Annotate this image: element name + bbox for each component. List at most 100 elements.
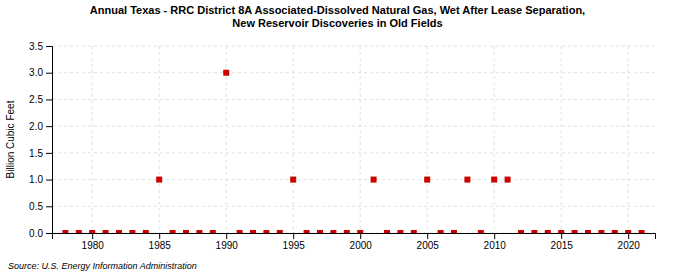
y-axis: 0.0 0.5 1.0 1.5 2.0 2.5 3.0 3.5 [29, 41, 52, 239]
tick-mark [628, 233, 629, 239]
point [290, 177, 296, 183]
point [143, 230, 149, 233]
point [277, 230, 283, 233]
tick-mark [46, 233, 52, 234]
tick-label: 1.5 [29, 148, 43, 159]
tick-mark [46, 73, 52, 74]
tick: 3.0 [29, 67, 52, 78]
point [397, 230, 403, 233]
tick: 1995 [283, 233, 306, 251]
grid [52, 46, 655, 233]
point [237, 230, 243, 233]
point [183, 230, 189, 233]
tick: 2.0 [29, 121, 52, 132]
tick-label: 3.5 [29, 41, 43, 52]
tick-mark [159, 233, 160, 239]
tick: 2010 [484, 233, 507, 251]
y-axis-label: Billion Cubic Feet [5, 100, 16, 178]
tick: 2005 [417, 233, 440, 251]
point [344, 230, 350, 233]
tick-label: 1980 [82, 240, 105, 251]
point [612, 230, 618, 233]
point [304, 230, 310, 233]
grid-line [427, 46, 428, 233]
tick-label: 2005 [417, 240, 440, 251]
point [62, 230, 68, 233]
point [478, 230, 484, 233]
tick-label: 1995 [283, 240, 306, 251]
tick: 2000 [350, 233, 373, 251]
point [89, 230, 95, 233]
tick-mark [293, 233, 294, 239]
tick-mark [46, 180, 52, 181]
point [505, 177, 511, 183]
chart: Annual Texas - RRC District 8A Associate… [0, 0, 675, 275]
point [263, 230, 269, 233]
tick: 3.5 [29, 41, 52, 52]
point [170, 230, 176, 233]
tick: 0.0 [29, 228, 52, 239]
axis-line [46, 47, 53, 234]
tick-mark [46, 46, 52, 47]
tick-label: 2010 [484, 240, 507, 251]
grid-line [628, 46, 629, 233]
point [317, 230, 323, 233]
tick-mark [494, 233, 495, 239]
grid-line [52, 206, 655, 207]
point [196, 230, 202, 233]
point [625, 230, 631, 233]
grid-line [561, 46, 562, 233]
tick: 1985 [149, 233, 172, 251]
point [531, 230, 537, 233]
tick-mark [46, 126, 52, 127]
tick: 0.5 [29, 201, 52, 212]
point [585, 230, 591, 233]
point [156, 177, 162, 183]
source: Source: U.S. Energy Information Administ… [8, 261, 197, 271]
point [411, 230, 417, 233]
point [357, 230, 363, 233]
point [103, 230, 109, 233]
tick-mark [46, 206, 52, 207]
tick-mark [427, 233, 428, 239]
tick: 2.5 [29, 94, 52, 105]
point [598, 230, 604, 233]
grid-line [52, 99, 655, 100]
grid-line [159, 46, 160, 233]
tick-label: 2.5 [29, 94, 43, 105]
grid-line [52, 179, 655, 180]
tick-label: 2015 [551, 240, 574, 251]
tick-mark [561, 233, 562, 239]
point [545, 230, 551, 233]
grid-line [52, 46, 655, 47]
tick-label: 0.5 [29, 201, 43, 212]
tick-label: 2020 [618, 240, 641, 251]
grid-line [293, 46, 294, 233]
tick-label: 1.0 [29, 174, 43, 185]
point [424, 177, 430, 183]
point [451, 230, 457, 233]
grid-line [494, 46, 495, 233]
point [464, 177, 470, 183]
point [518, 230, 524, 233]
tick-label: 2.0 [29, 121, 43, 132]
tick-mark [226, 233, 227, 239]
point [572, 230, 578, 233]
x-axis: 1980 1985 1990 1995 2000 2005 2010 2015 2020 [53, 233, 656, 251]
grid-line [52, 72, 655, 73]
point [491, 177, 497, 183]
tick: 1.0 [29, 174, 52, 185]
point [330, 230, 336, 233]
point [558, 230, 564, 233]
tick-label: 0.0 [29, 228, 43, 239]
grid-line [52, 152, 655, 153]
tick: 2015 [551, 233, 574, 251]
plot-area: 1980198519901995200020052010201520200.00… [29, 41, 655, 251]
tick: 1990 [216, 233, 239, 251]
grid-line [360, 46, 361, 233]
tick-label: 1990 [216, 240, 239, 251]
grid-line [52, 126, 655, 127]
point [250, 230, 256, 233]
tick-label: 3.0 [29, 67, 43, 78]
axis-line [53, 234, 656, 240]
